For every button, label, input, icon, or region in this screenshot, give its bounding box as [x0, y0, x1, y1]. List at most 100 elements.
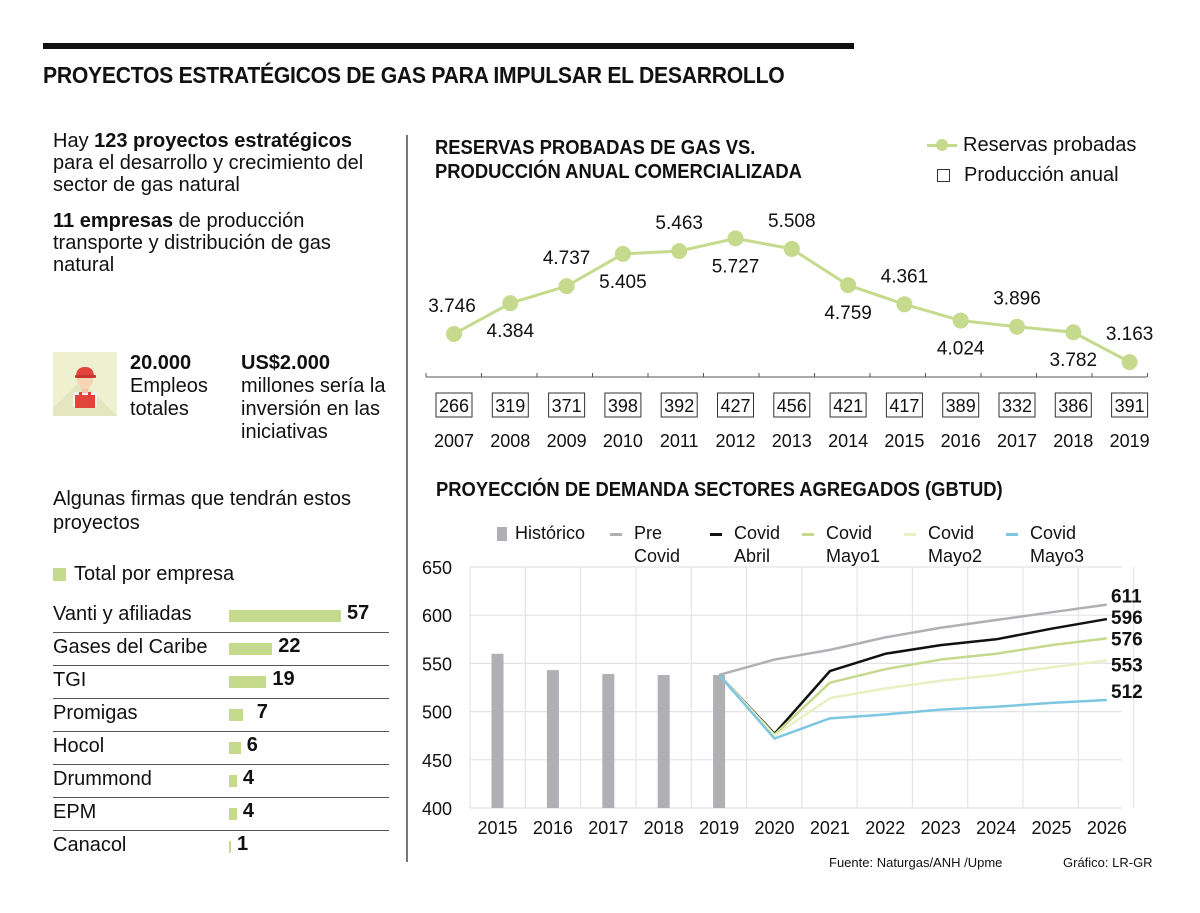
- production-box: [1111, 392, 1149, 418]
- firms-legend-label: Total por empresa: [74, 563, 235, 585]
- x-tick-label: 2018: [644, 818, 684, 838]
- reserves-point: [840, 277, 857, 294]
- reserves-point: [671, 243, 688, 260]
- reserves-label: 3.746: [428, 296, 476, 317]
- investment-stat: US$2.000 millones sería la inversión en …: [241, 352, 401, 444]
- end-value-label: 512: [1111, 682, 1143, 703]
- x-tick-label: 2017: [588, 818, 628, 838]
- firm-row: Gases del Caribe 22: [53, 633, 389, 666]
- reserves-label: 4.759: [824, 303, 872, 324]
- x-tick-label: 2016: [941, 431, 981, 451]
- production-value: 398: [608, 396, 638, 416]
- production-box: [998, 392, 1036, 418]
- firm-value: 4: [242, 767, 254, 789]
- reserves-point: [558, 278, 575, 295]
- production-box: [491, 392, 529, 418]
- reserves-label: 5.463: [655, 213, 703, 234]
- reserves-label: 4.024: [937, 339, 985, 360]
- reserves-point: [1065, 324, 1082, 341]
- reserves-label: 3.163: [1106, 324, 1154, 345]
- reserves-point: [1121, 354, 1138, 371]
- x-tick-label: 2014: [828, 431, 868, 451]
- firm-value: 1: [237, 833, 249, 855]
- y-tick-label: 600: [422, 606, 452, 626]
- reserves-label: 3.782: [1050, 350, 1098, 371]
- firm-name: EPM: [53, 801, 97, 823]
- firms-title: Algunas firmas que tendrán estos proyect…: [53, 488, 351, 534]
- jobs-label: Empleos totales: [130, 375, 208, 420]
- series-line: [718, 637, 1108, 736]
- firm-row: Promigas 7: [53, 699, 389, 732]
- y-tick-label: 550: [422, 654, 452, 674]
- jobs-value: 20.000: [130, 352, 192, 374]
- page-title: PROYECTOS ESTRATÉGICOS DE GAS PARA IMPUL…: [43, 62, 785, 88]
- production-value: 386: [1058, 396, 1088, 416]
- investment-value: US$2.000: [241, 352, 330, 374]
- production-box: [773, 392, 811, 418]
- legend-label: Covid Mayo1: [826, 523, 881, 566]
- demand-legend: Histórico Pre Covid Covid Abril Covid Mayo1 Cov…: [497, 522, 1106, 568]
- legend-label: Histórico: [515, 523, 586, 543]
- line-swatch-icon: [802, 533, 814, 536]
- legend-item: Covid Mayo2: [904, 522, 1006, 568]
- production-box: [829, 392, 867, 418]
- projects-paragraph: Hay 123 proyectos estratégicos para el d…: [53, 130, 364, 196]
- y-tick-label: 400: [422, 799, 452, 819]
- y-tick-label: 500: [422, 703, 452, 723]
- reserves-point: [614, 245, 631, 262]
- x-tick-label: 2017: [997, 431, 1037, 451]
- firm-value: 19: [272, 668, 295, 690]
- firm-row: Vanti y afiliadas 57: [53, 600, 389, 633]
- firm-bar: [229, 841, 231, 853]
- line-swatch-icon: [1006, 533, 1018, 536]
- production-value: 319: [495, 396, 525, 416]
- firm-bar: [229, 742, 241, 754]
- reserves-label: 5.727: [712, 256, 760, 277]
- production-value: 427: [720, 396, 750, 416]
- firm-value: 57: [347, 602, 370, 624]
- y-tick-label: 650: [422, 558, 452, 578]
- column-divider: [406, 135, 408, 862]
- x-tick-label: 2009: [547, 431, 587, 451]
- series-line: [718, 603, 1108, 677]
- reserves-point: [783, 240, 800, 257]
- firm-name: Vanti y afiliadas: [53, 603, 192, 625]
- production-value: 392: [664, 396, 694, 416]
- x-tick-label: 2013: [772, 431, 812, 451]
- reserves-label: 5.508: [768, 211, 816, 232]
- firm-row: TGI 19: [53, 666, 389, 699]
- series-line: [718, 617, 1108, 736]
- firm-bar: [229, 808, 237, 820]
- firm-value: 7: [256, 701, 268, 723]
- line-swatch-icon: [904, 533, 916, 536]
- firm-value: 22: [278, 635, 301, 657]
- reserves-chart-title: RESERVAS PROBADAS DE GAS VS. PRODUCCIÓN …: [435, 137, 802, 183]
- production-value: 456: [777, 396, 807, 416]
- x-tick-label: 2025: [1031, 818, 1071, 838]
- end-value-label: 596: [1111, 608, 1143, 629]
- firm-name: Promigas: [53, 702, 138, 724]
- legend-item: Pre Covid: [610, 522, 710, 568]
- firm-bar: [229, 709, 243, 721]
- production-box: [717, 392, 754, 418]
- series-line: [718, 659, 1108, 737]
- x-tick-label: 2024: [976, 818, 1016, 838]
- firm-value: 4: [242, 800, 254, 822]
- reserves-chart: 3.746 4.384 4.737 5.405 5.463 5.727 5.508 4.759…: [425, 211, 1154, 451]
- intro-text: Hay 123 proyectos estratégicos para el d…: [53, 130, 393, 290]
- x-tick-label: 2020: [754, 818, 794, 838]
- production-box: [1054, 392, 1092, 418]
- x-tick-label: 2018: [1053, 431, 1093, 451]
- reserves-label: 4.737: [543, 248, 591, 269]
- x-tick-label: 2015: [477, 818, 517, 838]
- firms-table: Vanti y afiliadas 57 Gases del Caribe 22 TGI…: [53, 600, 389, 863]
- legend-item-reserves: Reservas probadas: [925, 130, 1136, 160]
- historic-bar: [546, 670, 559, 808]
- x-tick-label: 2019: [699, 818, 739, 838]
- credit-note: Gráfico: LR-GR: [1063, 855, 1153, 870]
- companies-count: 11 empresas: [53, 210, 174, 232]
- x-tick-label: 2015: [884, 431, 924, 451]
- x-tick-label: 2026: [1087, 818, 1127, 838]
- reserves-legend: Reservas probadas Producción anual: [925, 130, 1136, 190]
